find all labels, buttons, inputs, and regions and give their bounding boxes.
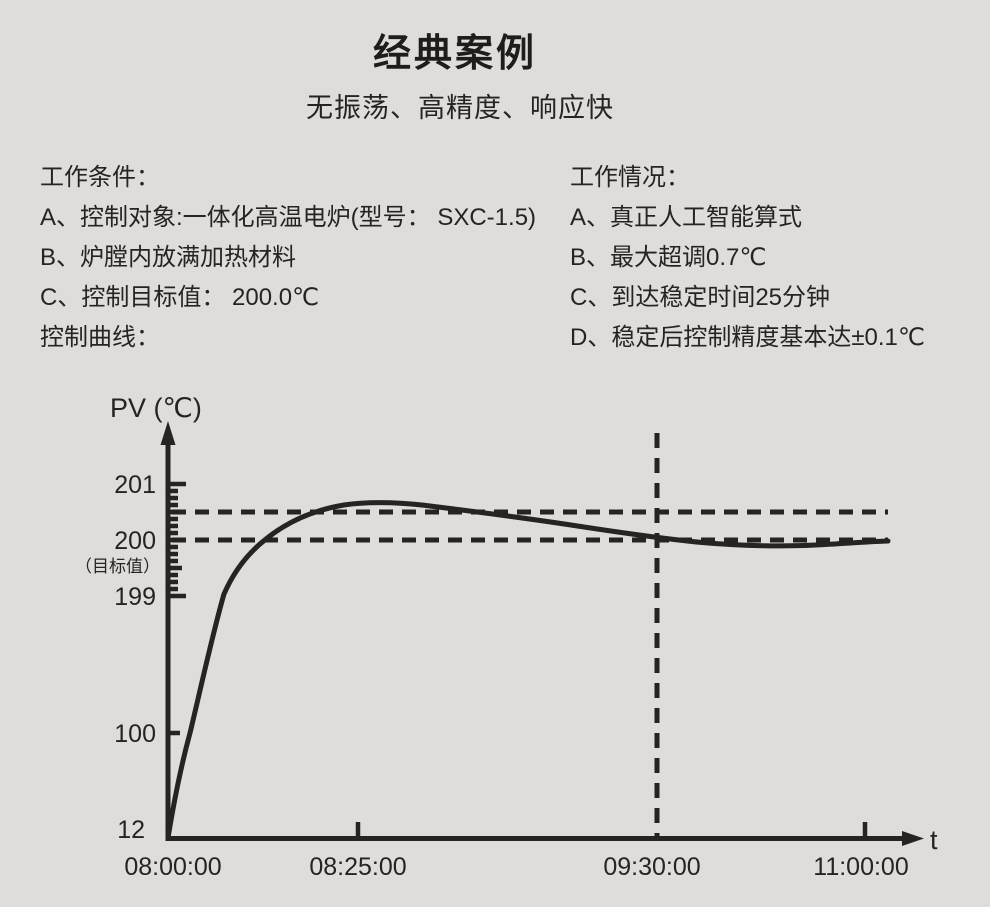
- performance-item-a: A、真正人工智能算式: [570, 204, 803, 231]
- y-axis: [160, 421, 186, 840]
- condition-item-c: C、控制目标值： 200.0℃: [40, 284, 320, 311]
- conditions-section: 工作条件： A、控制对象:一体化高温电炉(型号： SXC-1.5) B、炉膛内放…: [40, 158, 536, 358]
- x-axis-ticks: [355, 822, 868, 838]
- y-axis-title: PV (℃): [110, 393, 202, 423]
- y-tick-label-199: 199: [114, 583, 156, 611]
- y-tick-label-201: 201: [114, 471, 156, 499]
- y-axis-arrow-icon: [160, 421, 176, 445]
- x-tick-label-110000: 11:00:00: [813, 853, 908, 881]
- control-curve-label: 控制曲线：: [40, 324, 160, 351]
- page-title: 经典案例: [372, 33, 537, 75]
- performance-heading: 工作情况：: [570, 164, 690, 191]
- performance-item-d: D、稳定后控制精度基本达±0.1℃: [570, 324, 925, 351]
- y-tick-label-200: 200: [114, 527, 156, 555]
- condition-item-b: B、炉膛内放满加热材料: [40, 244, 297, 271]
- pv-curve: [165, 500, 891, 841]
- control-curve-chart: PV (℃) 201 200 （目标值） 199 100 12 08:00:00…: [75, 393, 938, 881]
- performance-item-c: C、到达稳定时间25分钟: [570, 284, 831, 311]
- x-tick-label-082500: 08:25:00: [309, 853, 406, 881]
- x-tick-label-080000: 08:00:00: [124, 853, 221, 881]
- conditions-heading: 工作条件：: [40, 164, 160, 191]
- x-axis-title: t: [930, 825, 938, 855]
- x-axis-arrow-icon: [902, 831, 924, 846]
- condition-item-a: A、控制对象:一体化高温电炉(型号： SXC-1.5): [40, 204, 537, 231]
- y-tick-label-12: 12: [117, 816, 145, 844]
- x-tick-label-093000: 09:30:00: [603, 853, 700, 881]
- target-value-note: （目标值）: [75, 557, 160, 576]
- performance-item-b: B、最大超调0.7℃: [570, 244, 767, 271]
- y-axis-ticks: [167, 481, 186, 736]
- x-axis: [165, 822, 924, 846]
- page-subtitle: 无振荡、高精度、响应快: [306, 93, 614, 123]
- performance-section: 工作情况： A、真正人工智能算式 B、最大超调0.7℃ C、到达稳定时间25分钟…: [570, 158, 925, 358]
- y-tick-label-100: 100: [114, 720, 156, 748]
